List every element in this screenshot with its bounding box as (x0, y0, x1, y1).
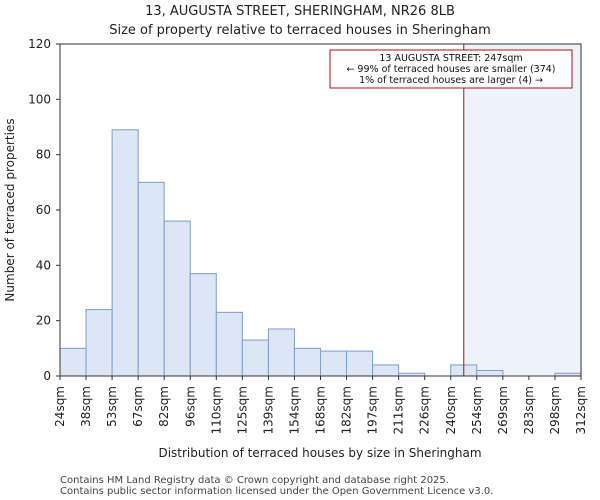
y-axis-label: Number of terraced properties (3, 118, 17, 301)
histogram-bar (111, 129, 139, 377)
x-tick-label: 240sqm (444, 386, 458, 434)
y-tick-label: 40 (36, 258, 51, 272)
chart-subtitle: Size of property relative to terraced ho… (109, 23, 491, 38)
histogram-bar (320, 350, 348, 377)
histogram-bar (137, 181, 165, 377)
x-tick-label: 168sqm (314, 386, 328, 434)
annotation-line-3: 1% of terraced houses are larger (4) → (359, 75, 543, 86)
x-tick-label: 211sqm (392, 386, 406, 434)
y-tick-label: 80 (36, 148, 51, 162)
histogram-bar (85, 309, 113, 377)
x-tick-label: 125sqm (235, 386, 249, 434)
histogram-bar (267, 328, 295, 377)
histogram-bar (476, 369, 504, 377)
y-tick-label: 100 (28, 92, 51, 106)
x-tick-label: 96sqm (183, 386, 197, 427)
histogram-bar (215, 311, 243, 377)
x-tick-label: 110sqm (209, 386, 223, 434)
footer-line-1: Contains HM Land Registry data © Crown c… (60, 475, 449, 486)
annotation-border (329, 49, 573, 89)
annotation-line-2: ← 99% of terraced houses are smaller (37… (346, 64, 555, 75)
y-tick-label: 20 (36, 314, 51, 328)
x-tick-label: 283sqm (522, 386, 536, 434)
x-tick-label: 226sqm (418, 386, 432, 434)
x-tick-label: 254sqm (470, 386, 484, 434)
histogram-bar (189, 273, 217, 377)
x-tick-label: 182sqm (340, 386, 354, 434)
annotation-box: 13 AUGUSTA STREET: 247sqm ← 99% of terra… (329, 49, 573, 89)
y-tick-label: 0 (43, 369, 51, 383)
histogram-bar (163, 220, 191, 377)
x-tick-label: 154sqm (287, 386, 301, 434)
x-tick-label: 38sqm (79, 386, 93, 427)
x-tick-label: 82sqm (157, 386, 171, 427)
y-tick-label: 120 (28, 37, 51, 51)
larger-properties-shade (463, 44, 581, 376)
x-axis-label: Distribution of terraced houses by size … (158, 446, 481, 460)
footer-line-2: Contains public sector information licen… (60, 486, 493, 497)
x-tick-label: 67sqm (131, 386, 145, 427)
x-tick-label: 139sqm (261, 386, 275, 434)
histogram-bar (293, 347, 322, 377)
x-tick-label: 269sqm (496, 386, 510, 434)
histogram-bar (372, 364, 400, 377)
chart-title: 13, AUGUSTA STREET, SHERINGHAM, NR26 8LB (145, 4, 455, 19)
y-tick-label: 60 (36, 203, 51, 217)
histogram-bar (59, 347, 87, 377)
x-tick-label: 53sqm (105, 386, 119, 427)
annotation-line-1: 13 AUGUSTA STREET: 247sqm (379, 53, 522, 64)
x-tick-label: 312sqm (574, 386, 588, 434)
x-tick-label: 298sqm (548, 386, 562, 434)
x-tick-label: 24sqm (53, 386, 67, 427)
histogram-bar (241, 339, 269, 377)
histogram-bar (346, 350, 374, 377)
x-tick-label: 197sqm (366, 386, 380, 434)
